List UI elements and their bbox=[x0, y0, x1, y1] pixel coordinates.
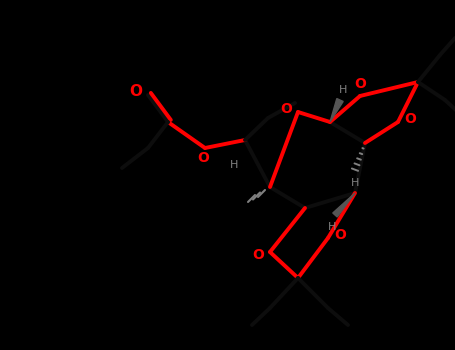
Text: O: O bbox=[130, 84, 142, 99]
Text: H: H bbox=[339, 85, 347, 95]
Text: O: O bbox=[252, 248, 264, 262]
Text: O: O bbox=[197, 151, 209, 165]
Text: O: O bbox=[404, 112, 416, 126]
Text: O: O bbox=[354, 77, 366, 91]
Text: H: H bbox=[328, 222, 336, 232]
Text: H: H bbox=[230, 160, 238, 170]
Text: H: H bbox=[351, 178, 359, 188]
Polygon shape bbox=[330, 99, 343, 122]
Polygon shape bbox=[333, 193, 355, 217]
Text: O: O bbox=[334, 228, 346, 242]
Text: O: O bbox=[280, 102, 292, 116]
